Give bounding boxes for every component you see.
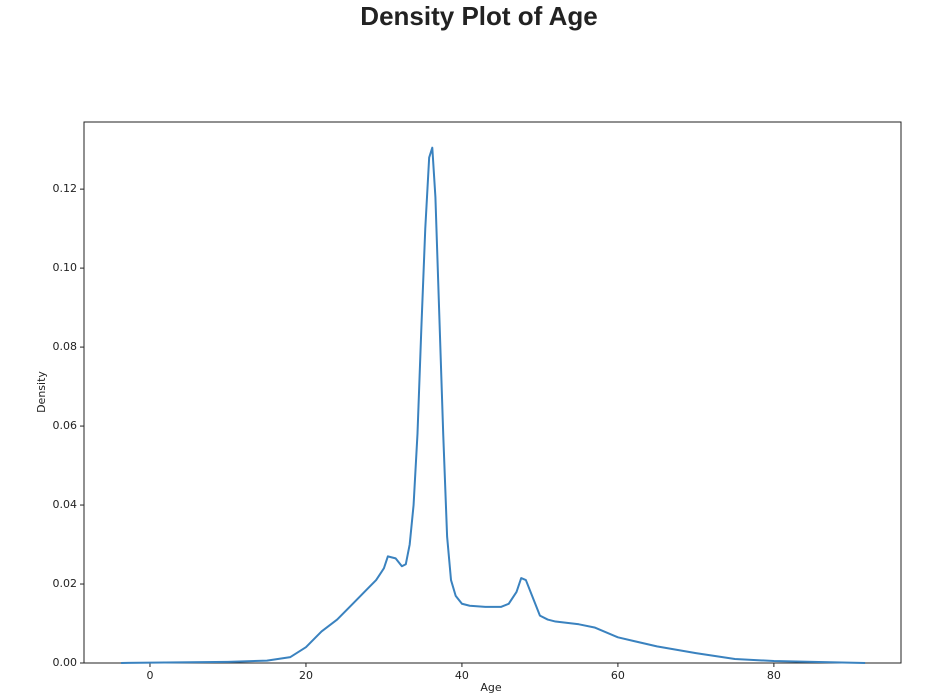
y-tick-label: 0.02: [53, 577, 78, 590]
y-tick-label: 0.08: [53, 340, 78, 353]
y-tick-label: 0.04: [53, 498, 78, 511]
x-tick-label: 80: [767, 669, 781, 682]
x-tick-label: 0: [146, 669, 153, 682]
chart-title: Density Plot of Age: [360, 1, 597, 31]
y-tick-label: 0.00: [53, 656, 78, 669]
x-tick-label: 60: [611, 669, 625, 682]
y-tick-label: 0.06: [53, 419, 78, 432]
x-axis-label: Age: [480, 681, 502, 694]
x-tick-label: 20: [299, 669, 313, 682]
plot-frame: [83, 121, 902, 664]
y-tick-label: 0.12: [53, 182, 78, 195]
y-axis-label: Density: [35, 371, 48, 413]
density-line: [121, 146, 866, 664]
y-tick-label: 0.10: [53, 261, 78, 274]
x-tick-label: 40: [455, 669, 469, 682]
